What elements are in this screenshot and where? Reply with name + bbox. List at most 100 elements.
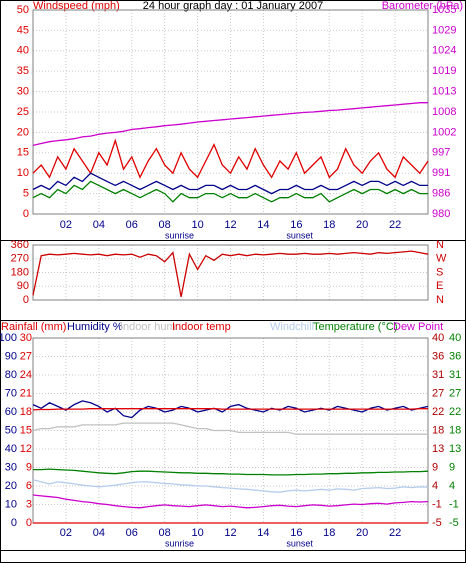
- series-line: [32, 102, 428, 147]
- y-tick-label: 30: [20, 332, 32, 344]
- y-tick-label: 180: [11, 266, 29, 278]
- y-tick-label: W: [436, 253, 447, 265]
- y-tick-label: -1: [432, 498, 442, 510]
- y-tick-label: 27: [20, 350, 32, 362]
- y-tick-label: 991: [432, 167, 450, 179]
- x-tick-label: 10: [191, 219, 203, 231]
- y-tick-label: 22: [432, 406, 444, 418]
- y-tick-label: 100: [0, 332, 17, 344]
- y-tick-label: 3: [26, 498, 32, 510]
- legend-label: Indoor temp: [172, 321, 231, 333]
- header-label: 24 hour graph day : 01 January 2007: [143, 0, 323, 12]
- y-tick-label: N: [436, 239, 444, 251]
- series-line: [32, 400, 429, 419]
- y-tick-label: 0: [23, 294, 29, 306]
- legend-label: Windchill: [270, 321, 314, 333]
- x-tick-label: 02: [60, 219, 72, 231]
- y-tick-label: 90: [17, 280, 29, 292]
- y-tick-label: 980: [432, 208, 450, 220]
- annotation: sunrise: [165, 230, 194, 240]
- y-tick-label: 1019: [432, 65, 456, 77]
- x-tick-label: 02: [60, 527, 72, 539]
- series-line: [32, 250, 429, 298]
- y-tick-label: 15: [20, 424, 32, 436]
- y-tick-label: 18: [20, 406, 32, 418]
- y-tick-label: 18: [449, 424, 461, 436]
- y-tick-label: 20: [17, 126, 29, 138]
- series-line: [32, 494, 429, 509]
- y-tick-label: 13: [449, 443, 461, 455]
- series-line: [32, 408, 428, 411]
- y-tick-label: 24: [20, 369, 32, 381]
- x-tick-label: 18: [323, 219, 335, 231]
- x-tick-label: 14: [257, 219, 269, 231]
- y-tick-label: 40: [17, 45, 29, 57]
- annotation: sunrise: [165, 538, 194, 548]
- legend-label: Humidity %: [67, 321, 123, 333]
- y-tick-label: 5: [23, 188, 29, 200]
- y-tick-label: 360: [11, 239, 29, 251]
- y-tick-label: 6: [26, 480, 32, 492]
- y-tick-label: 1002: [432, 126, 456, 138]
- legend-label: Indoor hum: [120, 321, 176, 333]
- y-tick-label: 45: [17, 24, 29, 36]
- annotation: sunset: [286, 230, 313, 240]
- x-tick-label: 08: [159, 527, 171, 539]
- y-tick-label: 0: [11, 517, 17, 529]
- y-tick-label: 70: [5, 387, 17, 399]
- series-line: [32, 180, 428, 203]
- y-tick-label: 30: [17, 86, 29, 98]
- y-tick-label: 986: [432, 188, 450, 200]
- y-tick-label: 36: [449, 350, 461, 362]
- legend-label: Temperature (°C): [313, 321, 397, 333]
- x-tick-label: 06: [126, 527, 138, 539]
- y-tick-label: 50: [17, 4, 29, 16]
- x-tick-label: 18: [323, 527, 335, 539]
- y-tick-label: 40: [432, 332, 444, 344]
- y-tick-label: 1008: [432, 106, 456, 118]
- y-tick-label: 9: [432, 461, 438, 473]
- y-tick-label: 22: [449, 406, 461, 418]
- y-tick-label: 1035: [432, 4, 456, 16]
- x-tick-label: 04: [93, 527, 105, 539]
- x-tick-label: 12: [224, 527, 236, 539]
- y-tick-label: 90: [5, 350, 17, 362]
- y-tick-label: 50: [5, 424, 17, 436]
- header-label: Barometer (hPa): [382, 0, 463, 12]
- series-line: [32, 422, 428, 435]
- y-tick-label: 270: [11, 253, 29, 265]
- series-line: [32, 172, 428, 195]
- x-tick-label: 20: [356, 527, 368, 539]
- y-tick-label: 997: [432, 147, 450, 159]
- y-tick-label: 10: [5, 498, 17, 510]
- y-tick-label: 36: [432, 350, 444, 362]
- x-tick-label: 10: [191, 527, 203, 539]
- y-tick-label: 27: [449, 387, 461, 399]
- y-tick-label: -5: [432, 517, 442, 529]
- y-tick-label: 4: [432, 480, 438, 492]
- y-tick-label: 10: [17, 167, 29, 179]
- y-tick-label: 60: [5, 406, 17, 418]
- y-tick-label: -5: [449, 517, 459, 529]
- header-label: Windspeed (mph): [33, 0, 120, 12]
- y-tick-label: 31: [449, 369, 461, 381]
- plot-area: [32, 244, 429, 301]
- annotation: sunset: [286, 538, 313, 548]
- series-line: [32, 479, 429, 493]
- y-tick-label: 4: [449, 480, 455, 492]
- plot-area: [32, 9, 429, 215]
- y-tick-label: 27: [432, 387, 444, 399]
- y-tick-label: 25: [17, 106, 29, 118]
- y-tick-label: 20: [5, 480, 17, 492]
- x-tick-label: 22: [389, 219, 401, 231]
- x-tick-label: 12: [224, 219, 236, 231]
- x-tick-label: 16: [290, 527, 302, 539]
- y-tick-label: 1013: [432, 86, 456, 98]
- y-tick-label: S: [436, 266, 443, 278]
- y-tick-label: 35: [17, 65, 29, 77]
- y-tick-label: 80: [5, 369, 17, 381]
- y-tick-label: 1029: [432, 25, 456, 37]
- y-tick-label: 13: [432, 443, 444, 455]
